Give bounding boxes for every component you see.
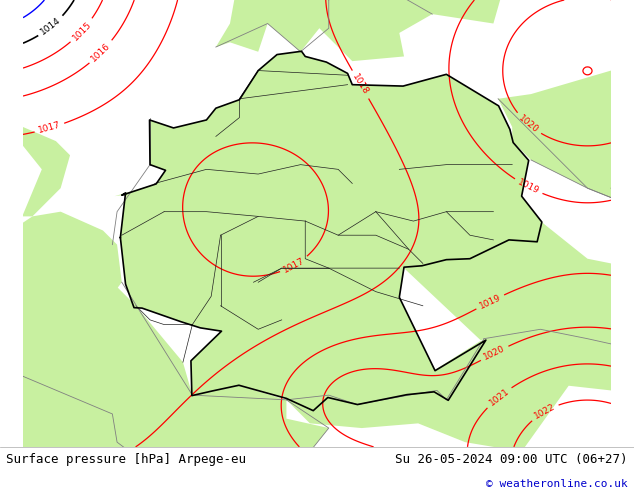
Text: © weatheronline.co.uk: © weatheronline.co.uk: [486, 479, 628, 489]
Polygon shape: [498, 47, 634, 324]
Text: 1018: 1018: [351, 73, 370, 97]
Polygon shape: [216, 0, 432, 61]
Polygon shape: [115, 51, 542, 411]
Text: 1022: 1022: [533, 402, 557, 421]
Text: 1020: 1020: [482, 344, 507, 362]
Text: Surface pressure [hPa] Arpege-eu: Surface pressure [hPa] Arpege-eu: [6, 453, 247, 466]
Polygon shape: [155, 485, 540, 490]
Polygon shape: [0, 212, 122, 301]
Polygon shape: [112, 386, 329, 475]
Polygon shape: [287, 329, 634, 452]
Polygon shape: [329, 0, 517, 24]
Polygon shape: [0, 212, 221, 490]
Text: 1017: 1017: [37, 121, 61, 135]
Text: 1021: 1021: [487, 387, 511, 408]
Text: Su 26-05-2024 09:00 UTC (06+27): Su 26-05-2024 09:00 UTC (06+27): [395, 453, 628, 466]
Text: 1020: 1020: [517, 114, 540, 135]
Text: 1016: 1016: [89, 41, 113, 63]
Text: 1015: 1015: [70, 20, 93, 42]
Text: 1019: 1019: [516, 178, 541, 196]
Polygon shape: [0, 127, 70, 226]
Text: 1014: 1014: [39, 16, 63, 37]
Text: 1019: 1019: [478, 293, 503, 311]
Text: 1017: 1017: [282, 256, 306, 274]
Polygon shape: [404, 221, 634, 400]
